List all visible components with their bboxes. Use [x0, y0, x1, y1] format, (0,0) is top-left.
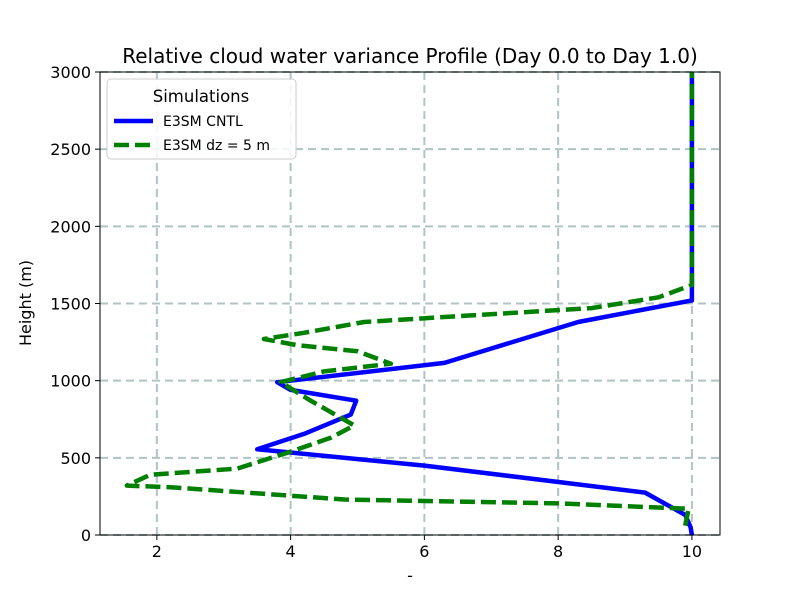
x-tick-label: 2	[152, 542, 162, 561]
legend-label-cntl: E3SM CNTL	[163, 114, 243, 130]
x-tick-label: 6	[419, 542, 429, 561]
series-line-dz5	[124, 72, 695, 527]
x-axis-label: -	[407, 566, 413, 585]
x-tick-label: 10	[682, 542, 702, 561]
legend-box	[106, 78, 297, 160]
y-tick-label: 500	[60, 449, 91, 468]
y-ticks: 0 500 1000 1500 2000 2500 3000	[50, 63, 100, 545]
y-axis-label: Height (m)	[16, 260, 35, 346]
series-line-cntl	[254, 72, 695, 536]
y-tick-label: 1000	[50, 372, 91, 391]
plot-lines	[124, 72, 695, 536]
legend[interactable]: Simulations E3SM CNTL E3SM dz = 5 m	[106, 78, 297, 160]
x-tick-label: 8	[553, 542, 563, 561]
chart-title: Relative cloud water variance Profile (D…	[122, 44, 698, 68]
legend-title: Simulations	[153, 87, 250, 106]
y-tick-label: 0	[81, 526, 91, 545]
y-tick-label: 2000	[50, 217, 91, 236]
y-tick-label: 3000	[50, 63, 91, 82]
y-tick-label: 1500	[50, 295, 91, 314]
legend-label-dz5: E3SM dz = 5 m	[163, 138, 270, 154]
x-tick-label: 4	[286, 542, 296, 561]
y-tick-label: 2500	[50, 140, 91, 159]
x-ticks: 2 4 6 8 10	[152, 535, 702, 561]
